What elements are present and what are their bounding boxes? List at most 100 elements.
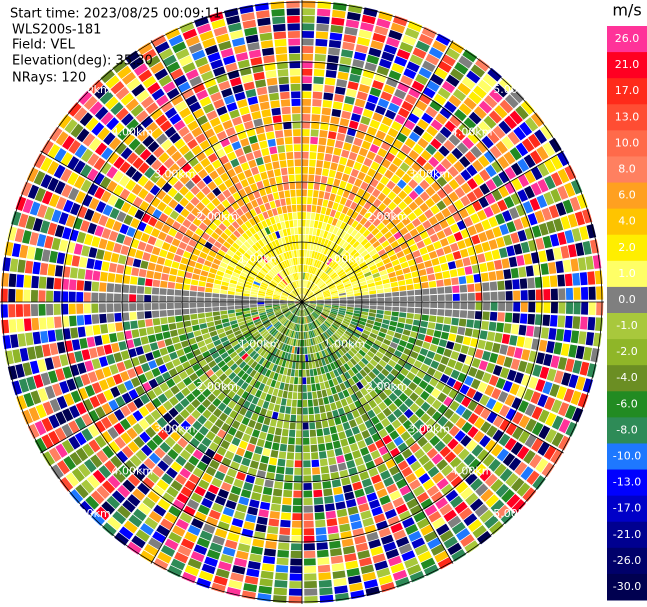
range-gate <box>424 174 436 185</box>
range-label: 5.00km <box>69 83 111 96</box>
range-gate <box>353 195 362 204</box>
range-gate <box>117 383 128 395</box>
range-gate <box>369 119 381 129</box>
range-gate <box>311 121 320 130</box>
range-gate <box>257 260 265 267</box>
range-gate <box>285 329 290 336</box>
range-gate <box>245 281 253 286</box>
range-gate <box>418 454 430 466</box>
range-gate <box>179 107 192 119</box>
range-gate <box>443 420 454 432</box>
range-gate <box>265 274 273 280</box>
range-gate <box>183 277 192 285</box>
range-gate <box>308 167 316 175</box>
range-gate <box>174 302 182 309</box>
range-gate <box>292 315 296 323</box>
range-gate <box>408 149 420 161</box>
range-gate <box>364 436 374 446</box>
range-gate <box>514 461 528 476</box>
range-gate <box>169 396 179 407</box>
range-gate <box>153 325 162 334</box>
range-gate <box>295 257 298 265</box>
range-gate <box>473 173 485 186</box>
range-gate <box>177 545 192 557</box>
range-gate <box>119 418 131 431</box>
range-gate <box>280 317 286 323</box>
range-gate <box>522 200 534 214</box>
range-gate <box>124 50 140 64</box>
range-gate <box>231 201 240 211</box>
range-gate <box>323 247 329 255</box>
range-gate <box>472 159 484 172</box>
range-gate <box>312 228 317 236</box>
range-gate <box>174 551 189 564</box>
range-gate <box>367 168 377 178</box>
range-gate <box>287 329 292 337</box>
range-gate <box>286 399 292 407</box>
range-gate <box>373 257 382 264</box>
range-gate <box>243 81 255 91</box>
range-gate <box>246 393 255 403</box>
range-gate <box>276 61 288 70</box>
range-gate <box>341 538 354 548</box>
range-gate <box>478 155 490 168</box>
range-gate <box>302 159 309 167</box>
range-gate <box>280 221 286 230</box>
range-gate <box>528 239 538 252</box>
range-gate <box>320 285 328 291</box>
range-gate <box>341 477 351 486</box>
range-gate <box>175 276 184 284</box>
range-gate <box>303 257 307 265</box>
range-gate <box>280 519 291 528</box>
range-gate <box>220 481 232 492</box>
range-gate <box>31 275 39 289</box>
range-gate <box>374 72 387 83</box>
range-gate <box>505 473 519 487</box>
range-gate <box>403 195 413 206</box>
range-gate <box>439 126 452 139</box>
range-gate <box>215 253 224 261</box>
range-gate <box>234 295 242 299</box>
range-gate <box>162 54 177 67</box>
range-gate <box>439 107 453 119</box>
range-gate <box>131 124 145 137</box>
range-gate <box>25 215 36 230</box>
range-gate <box>148 510 163 523</box>
range-gate <box>529 197 541 211</box>
range-gate <box>444 101 457 114</box>
range-gate <box>209 170 219 180</box>
range-gate <box>369 249 377 257</box>
range-gate <box>423 237 432 246</box>
range-gate <box>163 424 174 435</box>
range-gate <box>58 212 69 226</box>
range-gate <box>61 278 70 290</box>
range-gate <box>391 216 401 226</box>
range-gate <box>304 565 317 574</box>
range-gate <box>403 408 414 419</box>
range-gate <box>485 179 497 192</box>
range-gate <box>348 192 356 201</box>
range-gate <box>168 34 184 47</box>
range-gate <box>372 112 384 123</box>
range-gate <box>257 365 265 374</box>
range-gate <box>325 330 332 337</box>
range-gate <box>246 568 260 578</box>
range-gate <box>345 428 354 438</box>
range-gate <box>109 364 119 375</box>
range-gate <box>265 306 273 310</box>
range-gate <box>81 479 95 494</box>
range-gate <box>303 437 310 445</box>
range-gate <box>396 373 406 382</box>
range-gate <box>305 316 308 324</box>
range-gate <box>378 202 387 212</box>
range-gate <box>484 341 494 352</box>
range-gate <box>502 452 516 467</box>
range-gate <box>267 525 279 535</box>
range-gate <box>345 311 353 316</box>
range-gate <box>404 94 418 105</box>
range-gate <box>356 381 364 390</box>
range-gate <box>145 204 156 216</box>
range-gate <box>296 415 302 423</box>
range-gate <box>381 51 395 62</box>
range-gate <box>250 387 258 396</box>
